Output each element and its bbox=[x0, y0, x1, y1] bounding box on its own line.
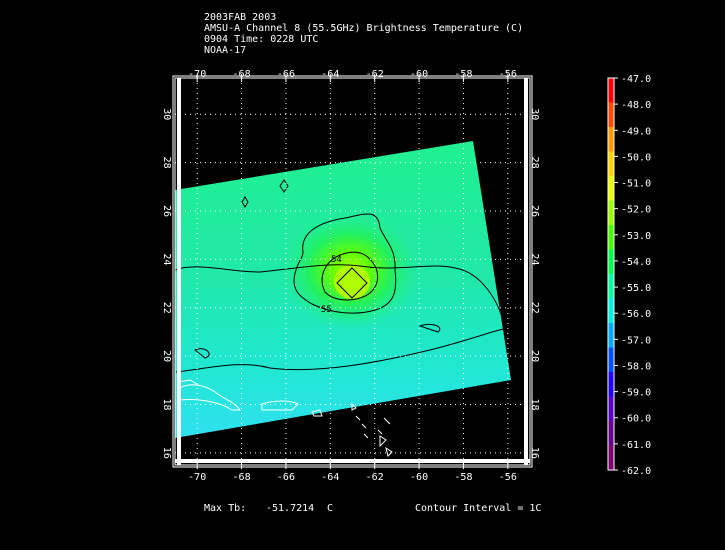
colorbar-swatch bbox=[608, 127, 614, 152]
colorbar-label: -54.0 bbox=[621, 257, 651, 268]
lon-tick-label-bottom: -56 bbox=[499, 472, 517, 483]
title-line-3: 0904 Time: 0228 UTC bbox=[204, 34, 319, 45]
colorbar-label: -51.0 bbox=[621, 179, 651, 190]
lat-tick-label-left: 20 bbox=[161, 350, 172, 362]
colorbar-swatch bbox=[608, 225, 614, 250]
max-tb-unit: C bbox=[327, 503, 334, 514]
colorbar-swatch bbox=[608, 347, 614, 373]
colorbar-label: -59.0 bbox=[621, 388, 651, 399]
lat-tick-label-left: 22 bbox=[161, 302, 172, 314]
colorbar-label: -48.0 bbox=[621, 100, 651, 111]
title-line-1: 2003FAB 2003 bbox=[204, 12, 277, 23]
colorbar-swatch bbox=[608, 421, 614, 446]
lon-tick-label-bottom: -58 bbox=[454, 472, 472, 483]
lat-tick-label-right: 22 bbox=[529, 302, 540, 314]
lat-tick-label-left: 30 bbox=[161, 108, 172, 120]
lon-tick-label-bottom: -68 bbox=[233, 472, 251, 483]
contour-lines bbox=[175, 179, 509, 373]
contour-interval: Contour Interval = 1C bbox=[415, 503, 542, 514]
colorbar-swatch bbox=[608, 249, 614, 275]
coastline bbox=[177, 379, 393, 457]
map-frame bbox=[172, 75, 533, 468]
lat-tick-label-right: 28 bbox=[529, 157, 540, 169]
colorbar-swatch bbox=[608, 274, 614, 299]
lat-tick-label-right: 30 bbox=[529, 108, 540, 120]
lon-tick-label-top: -56 bbox=[499, 69, 517, 80]
colorbar-swatch bbox=[608, 176, 614, 201]
colorbar-label: -60.0 bbox=[621, 414, 651, 425]
colorbar-swatch bbox=[608, 200, 614, 226]
colorbar-label: -56.0 bbox=[621, 309, 651, 320]
colorbar-swatch bbox=[608, 372, 614, 397]
colorbar-swatch bbox=[608, 78, 614, 103]
core-max bbox=[334, 265, 370, 299]
lon-tick-label-top: -62 bbox=[366, 69, 384, 80]
contour-label-54: 54 bbox=[331, 255, 342, 265]
colorbar-label: -47.0 bbox=[621, 74, 651, 85]
title-line-4: NOAA-17 bbox=[204, 45, 247, 56]
colorbar-label: -62.0 bbox=[621, 466, 651, 477]
colorbar-swatch bbox=[608, 445, 614, 471]
lat-tick-label-left: 24 bbox=[161, 253, 172, 265]
lat-tick-label-left: 16 bbox=[161, 447, 172, 459]
lat-tick-label-right: 16 bbox=[529, 447, 540, 459]
lon-tick-label-top: -64 bbox=[321, 69, 339, 80]
lon-tick-label-top: -68 bbox=[233, 69, 251, 80]
lat-tick-label-right: 26 bbox=[529, 205, 540, 217]
lat-tick-label-left: 28 bbox=[161, 157, 172, 169]
lon-tick-label-bottom: -60 bbox=[410, 472, 428, 483]
colorbar-label: -49.0 bbox=[621, 126, 651, 137]
colorbar-label: -53.0 bbox=[621, 231, 651, 242]
colorbar-label: -61.0 bbox=[621, 440, 651, 451]
colorbar-swatch bbox=[608, 102, 614, 128]
max-tb-label: Max Tb: bbox=[204, 503, 247, 514]
colorbar-swatch bbox=[608, 323, 614, 348]
contour-label-55: 55 bbox=[321, 305, 332, 315]
colorbar-swatch bbox=[608, 298, 614, 324]
title-line-2: AMSU-A Channel 8 (55.5GHz) Brightness Te… bbox=[204, 23, 524, 34]
lat-tick-label-right: 20 bbox=[529, 350, 540, 362]
grid-lines bbox=[175, 78, 530, 465]
lon-tick-label-bottom: -62 bbox=[366, 472, 384, 483]
lon-tick-label-top: -66 bbox=[277, 69, 295, 80]
colorbar-label: -57.0 bbox=[621, 335, 651, 346]
colorbar-label: -52.0 bbox=[621, 205, 651, 216]
colorbar: -47.0 -48.0 -49.0 -50.0 -51.0 -52.0 -53.0 -54.0… bbox=[607, 74, 651, 477]
lon-tick-label-top: -70 bbox=[188, 69, 206, 80]
colorbar-swatch bbox=[608, 151, 614, 177]
colorbar-label: -55.0 bbox=[621, 283, 651, 294]
lon-tick-label-bottom: -66 bbox=[277, 472, 295, 483]
lat-tick-label-left: 18 bbox=[161, 399, 172, 411]
colorbar-swatch bbox=[608, 396, 614, 422]
lat-tick-label-left: 26 bbox=[161, 205, 172, 217]
lat-tick-label-right: 18 bbox=[529, 399, 540, 411]
lon-tick-label-bottom: -64 bbox=[321, 472, 339, 483]
colorbar-label: -58.0 bbox=[621, 361, 651, 372]
lon-tick-label-top: -58 bbox=[454, 69, 472, 80]
max-tb-value: -51.7214 bbox=[266, 503, 315, 514]
lon-tick-label-top: -60 bbox=[410, 69, 428, 80]
lon-tick-label-bottom: -70 bbox=[188, 472, 206, 483]
lat-tick-label-right: 24 bbox=[529, 253, 540, 265]
colorbar-label: -50.0 bbox=[621, 152, 651, 163]
